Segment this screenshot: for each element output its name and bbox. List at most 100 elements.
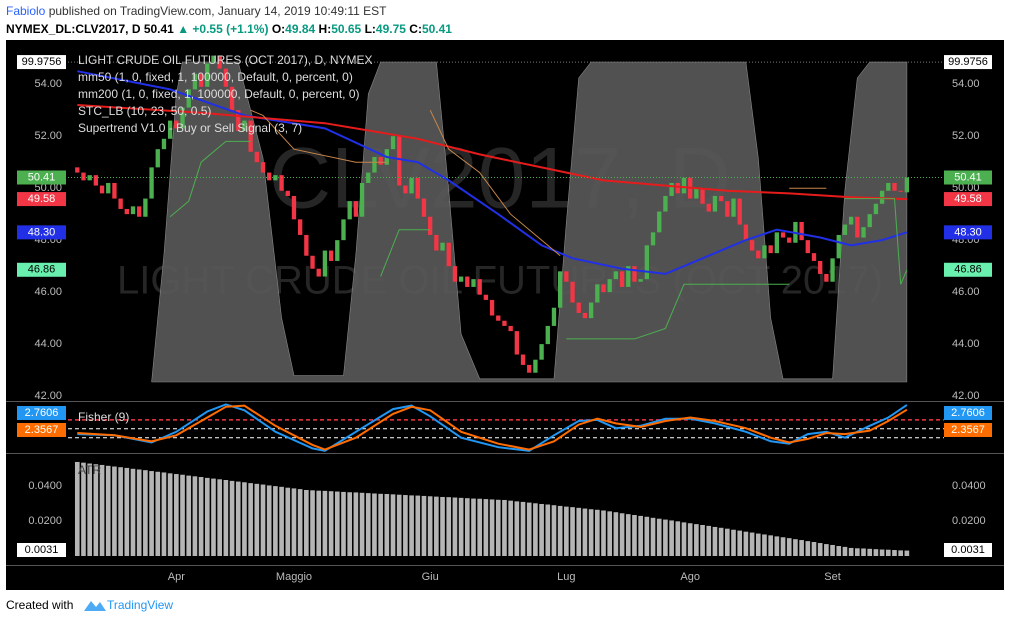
ohlc-o-label: O: <box>272 22 285 36</box>
atr-bar <box>353 492 359 556</box>
candle <box>205 63 210 87</box>
moving-average <box>77 104 907 201</box>
candle <box>824 273 829 282</box>
atr-bar <box>601 510 606 556</box>
atr-bar <box>378 493 383 556</box>
atr-bar <box>427 496 433 556</box>
candle <box>576 302 581 313</box>
atr-bar <box>594 509 600 556</box>
candle <box>582 312 588 319</box>
price-label: 46.86 <box>954 264 982 276</box>
legend-entry: mm50 (1, 0, fixed, 1, 100000, Default, 0… <box>78 70 353 84</box>
atr-bar <box>836 546 842 556</box>
price-label-box <box>17 170 66 185</box>
ohlc-l: 49.75 <box>376 22 406 36</box>
panel-title: Fisher (9) <box>78 410 129 424</box>
atr-bar <box>811 541 817 556</box>
candle <box>143 198 148 217</box>
atr-bar <box>656 518 662 556</box>
atr-bar <box>805 541 811 556</box>
candle <box>242 120 247 131</box>
candle <box>762 245 767 259</box>
price-label: 2.3567 <box>951 424 985 436</box>
candle <box>217 55 222 69</box>
candle <box>186 89 191 108</box>
candle <box>409 177 414 194</box>
author[interactable]: Fabiolo <box>6 4 46 18</box>
candle <box>836 234 841 259</box>
ohlc-c: 50.41 <box>422 22 452 36</box>
atr-bar <box>898 550 903 556</box>
atr-bar <box>266 485 272 556</box>
atr-bar <box>619 513 625 556</box>
atr-bar <box>817 543 823 556</box>
candle <box>830 258 835 282</box>
candle <box>570 281 575 303</box>
atr-bar <box>885 549 891 556</box>
y-tick-label: 44.00 <box>952 338 980 350</box>
candle <box>291 195 297 220</box>
footer-brand[interactable]: TradingView <box>107 598 173 612</box>
price-label: 99.9756 <box>22 56 62 68</box>
atr-bar <box>223 479 229 556</box>
atr-bar <box>87 463 92 556</box>
candle <box>731 198 736 217</box>
candle <box>198 73 204 87</box>
atr-bar <box>464 498 470 556</box>
atr-bar <box>248 483 253 556</box>
atr-bar <box>304 489 309 556</box>
candle <box>669 182 674 196</box>
candle <box>75 167 80 173</box>
atr-bar <box>372 493 377 556</box>
candle <box>904 177 910 193</box>
change: +0.55 (+1.1%) <box>192 22 268 36</box>
price-label-box <box>944 170 992 185</box>
atr-bar <box>322 490 328 556</box>
candle <box>774 232 780 254</box>
legend-entry: STC_LB (10, 23, 50, 0.5) <box>78 104 211 118</box>
y-tick-label: 42.00 <box>34 390 62 402</box>
ohlc-o: 49.84 <box>285 22 315 36</box>
atr-bar <box>365 493 371 556</box>
candle <box>564 271 569 282</box>
y-tick-label: 46.00 <box>952 286 980 298</box>
candle <box>93 175 99 186</box>
atr-bar <box>440 496 445 556</box>
candle <box>539 344 544 360</box>
atr-bar <box>508 500 513 556</box>
candle <box>601 284 606 293</box>
candle <box>471 279 476 287</box>
candle <box>650 232 656 246</box>
atr-bar <box>310 490 315 556</box>
candle <box>848 216 854 225</box>
atr-bar <box>873 549 879 556</box>
atr-bar <box>526 502 532 556</box>
y-tick-label: 54.00 <box>952 78 980 90</box>
candle <box>180 107 185 129</box>
price-label-box <box>17 423 66 437</box>
atr-bar <box>81 462 86 556</box>
candle <box>211 55 216 64</box>
atr-bar <box>279 486 284 556</box>
panel-title: ATR <box>78 463 101 477</box>
candle <box>483 294 489 300</box>
atr-bar <box>830 544 835 556</box>
candle <box>267 172 272 181</box>
y-tick-label: 50.00 <box>34 182 62 194</box>
atr-bar <box>198 477 204 556</box>
candle <box>861 227 866 238</box>
candle <box>99 185 105 194</box>
candle <box>607 279 612 293</box>
candle <box>842 224 848 235</box>
y-tick-label: 52.00 <box>34 130 62 142</box>
atr-bar <box>780 537 786 556</box>
atr-bar <box>904 550 910 556</box>
atr-bar <box>625 514 631 556</box>
atr-bar <box>124 467 130 556</box>
candle <box>489 299 495 316</box>
candle <box>867 214 872 228</box>
atr-bar <box>533 503 538 556</box>
ohlc-l-label: L: <box>365 22 376 36</box>
x-tick-label: Apr <box>168 571 185 583</box>
